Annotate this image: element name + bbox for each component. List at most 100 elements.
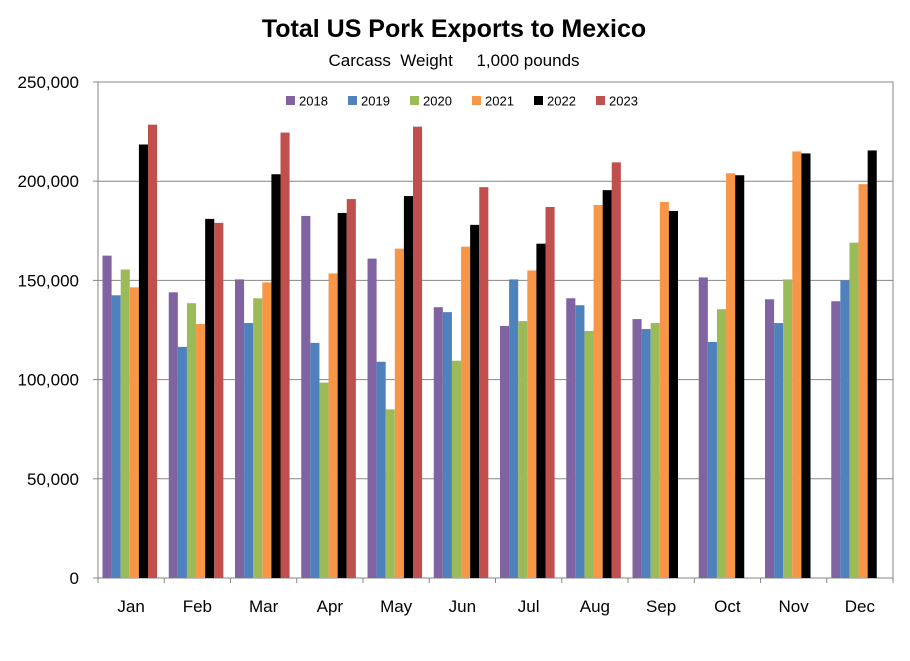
y-tick-label: 150,000: [18, 271, 79, 290]
bar-2018-jul: [500, 326, 510, 578]
legend-label-2023: 2023: [609, 94, 638, 109]
x-axis: Jan Feb Mar Apr May Jun Jul Aug Sep Oct Nov Dec: [97, 578, 894, 616]
y-tick-label: 0: [70, 569, 79, 588]
legend-label-2022: 2022: [547, 94, 576, 109]
bar-2021-sep: [659, 202, 669, 579]
bar-2019-aug: [575, 305, 585, 578]
legend: 2018 2019 2020 2021 2022 2023: [286, 94, 638, 109]
bar-2020-aug: [584, 330, 594, 578]
x-tick-label: Nov: [779, 597, 810, 616]
x-tick-label: Jun: [449, 597, 476, 616]
bar-2023-mar: [280, 132, 290, 579]
bar-2020-may: [385, 409, 395, 578]
y-tick-label: 200,000: [18, 172, 79, 191]
bar-2020-sep: [650, 323, 660, 578]
y-axis: 0 50,000 100,000 150,000 200,000 250,000: [18, 73, 98, 588]
bar-2018-apr: [301, 215, 311, 579]
bar-2019-jul: [509, 279, 519, 578]
bar-2018-dec: [831, 301, 841, 578]
bar-2022-nov: [801, 153, 811, 578]
legend-label-2018: 2018: [299, 94, 328, 109]
x-tick-label: May: [380, 597, 413, 616]
bar-2018-nov: [765, 299, 775, 578]
legend-swatch-2022: [534, 96, 543, 105]
bar-2021-mar: [262, 282, 272, 578]
y-tick-label: 100,000: [18, 371, 79, 390]
bar-2019-jan: [111, 295, 121, 578]
x-tick-label: Feb: [183, 597, 212, 616]
chart-subtitle: Carcass Weight 1,000 pounds: [328, 51, 579, 70]
y-tick-label: 50,000: [27, 470, 79, 489]
bar-2019-sep: [641, 329, 651, 578]
bar-2022-jan: [138, 144, 148, 578]
bar-2018-may: [367, 258, 377, 578]
bar-2018-sep: [632, 319, 642, 578]
bar-2018-jan: [102, 255, 112, 578]
bar-2020-feb: [186, 303, 197, 578]
legend-label-2019: 2019: [361, 94, 390, 109]
bar-2022-sep: [668, 210, 678, 578]
bar-2018-aug: [566, 298, 576, 578]
bar-2020-jul: [518, 321, 528, 578]
bar-2022-may: [403, 196, 413, 578]
bar-2019-apr: [310, 342, 320, 578]
bar-2018-jun: [433, 307, 443, 578]
bar-2020-oct: [716, 309, 727, 578]
bar-2020-mar: [253, 298, 263, 578]
bar-2022-oct: [735, 175, 745, 579]
bars: [102, 124, 877, 579]
bar-2020-dec: [849, 242, 859, 579]
legend-swatch-2020: [410, 96, 419, 105]
bar-2022-dec: [867, 150, 877, 578]
bar-2019-oct: [707, 341, 717, 578]
bar-2023-feb: [214, 222, 224, 578]
bar-2023-aug: [611, 162, 621, 579]
bar-2021-feb: [196, 324, 206, 578]
bar-2018-oct: [698, 277, 708, 578]
bar-2020-jun: [451, 360, 462, 578]
bar-2020-apr: [319, 382, 329, 578]
bar-2023-may: [413, 126, 423, 578]
bar-2022-aug: [602, 190, 612, 579]
bar-2019-feb: [177, 346, 187, 578]
x-tick-label: Apr: [317, 597, 344, 616]
chart-title: Total US Pork Exports to Mexico: [262, 15, 646, 43]
bar-2019-dec: [840, 280, 850, 578]
y-tick-label: 250,000: [18, 73, 79, 92]
bar-2019-may: [376, 361, 386, 578]
bar-2021-aug: [593, 205, 603, 578]
legend-swatch-2021: [472, 96, 481, 105]
x-tick-label: Aug: [580, 597, 610, 616]
x-tick-label: Mar: [249, 597, 279, 616]
bar-2018-mar: [235, 279, 245, 578]
x-tick-label: Dec: [845, 597, 876, 616]
bar-2019-mar: [244, 323, 254, 578]
bar-2023-jul: [545, 206, 555, 578]
bar-2023-jan: [148, 124, 158, 578]
x-tick-label: Sep: [646, 597, 676, 616]
bar-2023-jun: [479, 187, 489, 579]
bar-2020-jan: [120, 269, 130, 578]
x-tick-label: Jul: [518, 597, 540, 616]
legend-label-2020: 2020: [423, 94, 452, 109]
legend-swatch-2023: [596, 96, 605, 105]
bar-2021-apr: [328, 273, 338, 578]
bar-2022-jun: [470, 224, 480, 578]
bar-2019-nov: [774, 323, 784, 578]
legend-label-2021: 2021: [485, 94, 514, 109]
bar-2021-jan: [129, 287, 139, 578]
bar-2021-dec: [858, 184, 868, 578]
bar-2021-oct: [726, 173, 736, 578]
x-tick-label: Jan: [117, 597, 144, 616]
gridlines: [98, 180, 893, 480]
bar-2018-feb: [168, 292, 178, 578]
x-tick-label: Oct: [714, 597, 741, 616]
legend-swatch-2018: [286, 96, 295, 105]
bar-2021-may: [394, 248, 404, 578]
bar-2021-nov: [792, 151, 802, 578]
bar-2022-jul: [536, 243, 546, 579]
bar-2022-apr: [337, 212, 347, 578]
legend-swatch-2019: [348, 96, 357, 105]
bar-2023-apr: [346, 199, 356, 578]
bar-2019-jun: [442, 312, 452, 578]
